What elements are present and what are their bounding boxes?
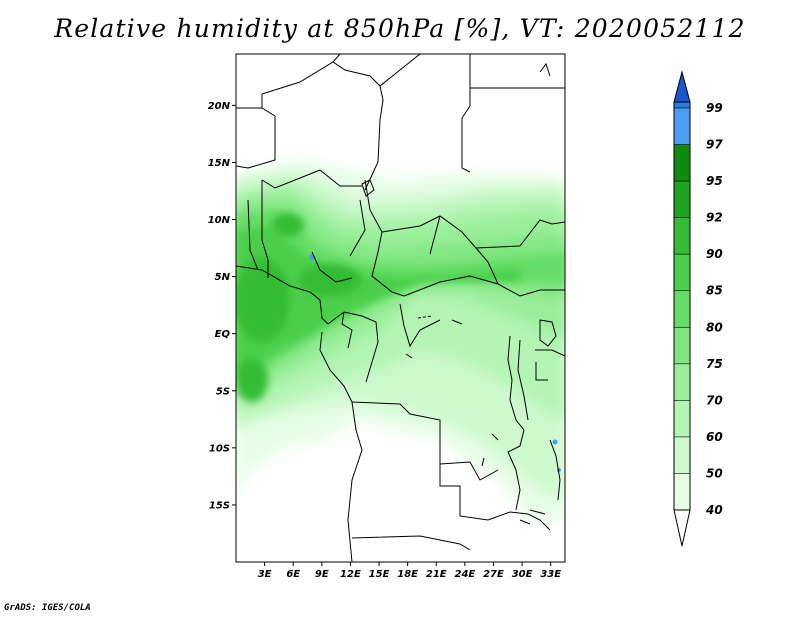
colorbar-label: 99 [706, 101, 723, 115]
humidity-region-80 [236, 210, 565, 380]
lon-tick-label: 9E [315, 569, 329, 580]
colorbar-label: 40 [705, 503, 723, 517]
colorbar-segment [674, 400, 690, 437]
lon-tick-label: 15E [369, 569, 390, 580]
colorbar-segment [674, 108, 690, 145]
lon-tick-label: 30E [512, 569, 533, 580]
lon-tick-label: 27E [483, 569, 504, 580]
humidity-region-85 [236, 226, 520, 372]
lon-tick-label: 6E [286, 569, 300, 580]
lon-tick-label: 24E [454, 569, 475, 580]
lon-tick-label: 3E [258, 569, 272, 580]
colorbar-label: 50 [706, 466, 723, 480]
grads-credit: GrADS: IGES/COLA [4, 603, 91, 613]
colorbar-segment [674, 436, 690, 474]
colorbar-segment [674, 473, 690, 510]
lat-tick-label: 10S [209, 443, 230, 454]
colorbar-label: 85 [706, 284, 723, 298]
lat-tick-label: 15S [209, 500, 230, 511]
colorbar-segment [674, 254, 690, 291]
humidity-field [236, 54, 565, 562]
colorbar-segment [674, 290, 690, 328]
colorbar-label: 95 [706, 174, 723, 188]
colorbar-label: 70 [706, 393, 723, 407]
lat-tick-label: 5S [216, 386, 230, 397]
colorbar-label: 75 [706, 357, 723, 371]
colorbar: 40 50 60 70 75 80 85 90 92 95 97 99 [673, 70, 723, 547]
lon-tick-label: 12E [340, 569, 361, 580]
lat-tick-label: 15N [208, 158, 231, 169]
colorbar-segment [674, 363, 690, 401]
colorbar-segment [674, 144, 690, 182]
lat-tick-label: 5N [215, 272, 231, 283]
latitude-axis: 20N 15N 10N 5N EQ 5S 10S 15S [208, 101, 236, 511]
colorbar-segment [674, 181, 690, 218]
lon-tick-label: 33E [540, 569, 561, 580]
lon-tick-label: 21E [426, 569, 447, 580]
lon-tick-label: 18E [397, 569, 418, 580]
longitude-axis: 3E 6E 9E 12E 15E 18E 21E 24E 27E 30E 33E [258, 562, 561, 580]
colorbar-bottom-arrow [673, 509, 691, 547]
map-title: Relative humidity at 850hPa [%], VT: 202… [54, 14, 746, 43]
colorbar-label: 60 [706, 430, 723, 444]
lat-tick-label: 20N [208, 101, 231, 112]
colorbar-top-arrow [673, 70, 691, 103]
colorbar-segment [674, 102, 690, 108]
map-frame [235, 53, 566, 563]
colorbar-segment [674, 327, 690, 364]
colorbar-segment [674, 217, 690, 255]
colorbar-label: 80 [706, 320, 723, 334]
country-borders [236, 54, 565, 562]
colorbar-label: 97 [706, 138, 723, 152]
lat-tick-label: 10N [208, 215, 231, 226]
lat-tick-label: EQ [215, 329, 231, 340]
colorbar-label: 90 [706, 247, 723, 261]
colorbar-label: 92 [706, 211, 723, 225]
humidity-region-90 [236, 258, 290, 342]
